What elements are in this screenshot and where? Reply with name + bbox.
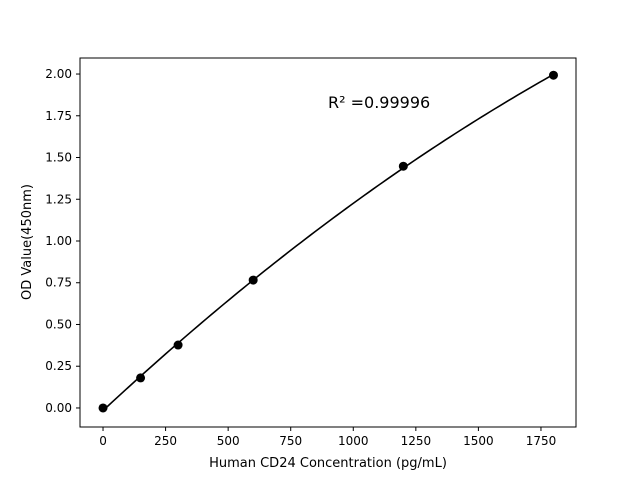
y-tick-label: 1.75 [45, 109, 72, 123]
data-point [98, 403, 108, 413]
x-tick-label: 0 [99, 434, 107, 448]
y-axis-label: OD Value(450nm) [20, 184, 35, 300]
y-tick-label: 1.00 [45, 234, 72, 248]
y-tick-label: 0.50 [45, 317, 72, 331]
x-tick-label: 1500 [463, 434, 494, 448]
y-tick-label: 2.00 [45, 67, 72, 81]
x-tick-label: 1250 [401, 434, 432, 448]
plot-frame [79, 57, 577, 428]
x-tick-label: 250 [154, 434, 177, 448]
x-tick-label: 750 [279, 434, 302, 448]
data-point [248, 275, 258, 285]
data-point [136, 373, 146, 383]
y-tick-label: 1.50 [45, 151, 72, 165]
y-tick-label: 0.25 [45, 359, 72, 373]
y-tick-label: 0.75 [45, 276, 72, 290]
x-tick-label: 1750 [526, 434, 557, 448]
y-tick-label: 0.00 [45, 401, 72, 415]
x-axis-label: Human CD24 Concentration (pg/mL) [209, 456, 447, 471]
data-point [398, 161, 408, 171]
fit-curve [102, 73, 554, 412]
x-tick-label: 500 [217, 434, 240, 448]
y-tick-label: 1.25 [45, 192, 72, 206]
x-tick-label: 1000 [338, 434, 369, 448]
data-point [173, 340, 183, 350]
r-squared-annotation: R² =0.99996 [328, 93, 430, 112]
data-point [548, 70, 558, 80]
